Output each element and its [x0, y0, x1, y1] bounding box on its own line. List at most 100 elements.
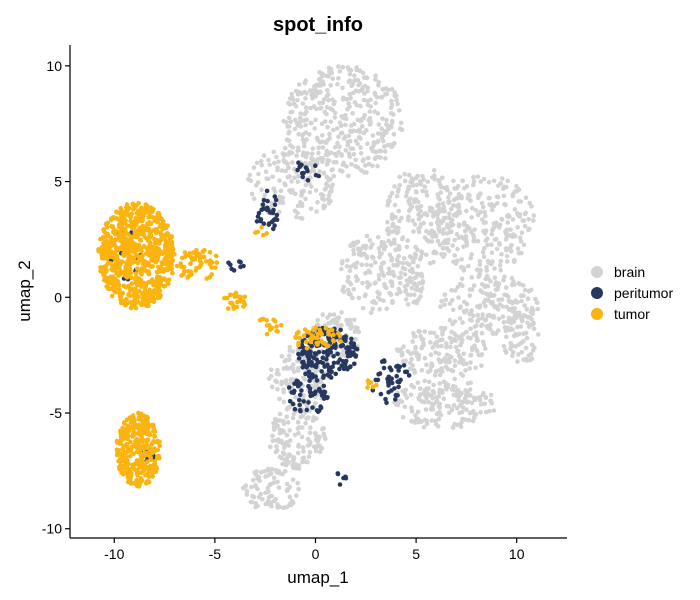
tumor-point [213, 253, 219, 259]
tumor-point [147, 290, 153, 296]
brain-point [386, 87, 391, 93]
brain-point [441, 327, 447, 332]
brain-point [479, 330, 485, 336]
peritumor-point [333, 343, 338, 349]
brain-point [314, 209, 319, 214]
brain-point [243, 483, 249, 489]
brain-point [325, 92, 331, 97]
brain-point [314, 433, 319, 439]
tumor-point [167, 240, 173, 245]
brain-point [261, 153, 267, 158]
brain-point [437, 381, 443, 386]
brain-point [365, 98, 370, 104]
brain-point [450, 297, 455, 303]
tumor-point [134, 266, 140, 272]
brain-point [444, 386, 449, 392]
brain-point [358, 168, 364, 173]
brain-point [466, 263, 471, 269]
tumor-point [102, 242, 108, 248]
brain-point [529, 356, 535, 362]
peritumor-point [313, 172, 319, 178]
brain-point [295, 368, 301, 374]
brain-point [417, 386, 423, 392]
brain-point [519, 298, 524, 304]
tumor-point [322, 341, 327, 346]
brain-point [334, 153, 339, 159]
brain-point [320, 312, 326, 317]
brain-point [300, 425, 305, 430]
brain-point [515, 359, 520, 364]
brain-point [321, 82, 326, 87]
brain-point [529, 204, 534, 209]
brain-point [401, 256, 407, 261]
tumor-point [310, 336, 315, 342]
brain-point [391, 132, 397, 137]
brain-point [452, 253, 458, 258]
tumor-point [198, 262, 203, 268]
tumor-point [122, 463, 128, 469]
brain-point [434, 334, 440, 340]
peritumor-point [320, 355, 326, 361]
brain-point [443, 364, 449, 370]
brain-point [353, 274, 359, 279]
brain-point [523, 345, 529, 351]
brain-point [300, 459, 305, 465]
brain-point [304, 117, 310, 122]
brain-point [347, 154, 353, 160]
brain-point [284, 432, 290, 438]
brain-point [499, 216, 504, 222]
peritumor-point [272, 194, 278, 199]
brain-point [390, 229, 395, 234]
brain-point [488, 398, 493, 404]
brain-point [287, 365, 293, 371]
legend-key-brain [591, 266, 603, 278]
peritumor-point [305, 178, 311, 183]
brain-point [349, 123, 354, 128]
brain-point [418, 203, 424, 209]
brain-point [458, 304, 464, 310]
tumor-point [152, 433, 157, 439]
tumor-point [129, 225, 135, 231]
brain-point [291, 455, 297, 460]
brain-point [287, 129, 292, 135]
brain-point [492, 266, 497, 271]
brain-point [362, 91, 367, 96]
peritumor-point [297, 397, 302, 403]
brain-point [405, 292, 411, 298]
brain-point [385, 226, 391, 231]
brain-point [409, 285, 415, 291]
brain-point [265, 485, 271, 491]
tumor-point [132, 247, 138, 253]
brain-point [376, 277, 382, 282]
brain-point [403, 193, 409, 199]
brain-point [290, 160, 295, 165]
brain-point [471, 234, 477, 240]
peritumor-point [384, 400, 389, 406]
brain-point [278, 188, 284, 194]
brain-point [515, 246, 521, 251]
brain-point [370, 300, 375, 305]
brain-point [360, 305, 366, 311]
brain-point [393, 247, 398, 253]
brain-point [421, 340, 426, 346]
brain-point [434, 394, 439, 400]
tumor-point [155, 287, 161, 292]
brain-point [300, 137, 306, 142]
peritumor-point [306, 384, 311, 389]
brain-point [400, 261, 406, 266]
tumor-point [110, 224, 116, 229]
brain-point [508, 326, 513, 331]
tumor-point [178, 261, 183, 266]
tumor-point [207, 262, 213, 267]
brain-point [533, 296, 538, 302]
tumor-point [259, 224, 264, 230]
brain-point [299, 216, 305, 221]
brain-point [438, 207, 444, 213]
peritumor-point [310, 392, 315, 398]
brain-point [505, 214, 510, 219]
tumor-point [201, 254, 206, 260]
brain-point [288, 438, 293, 443]
brain-point [256, 494, 262, 500]
tumor-point [143, 202, 149, 207]
tumor-point [123, 243, 128, 249]
